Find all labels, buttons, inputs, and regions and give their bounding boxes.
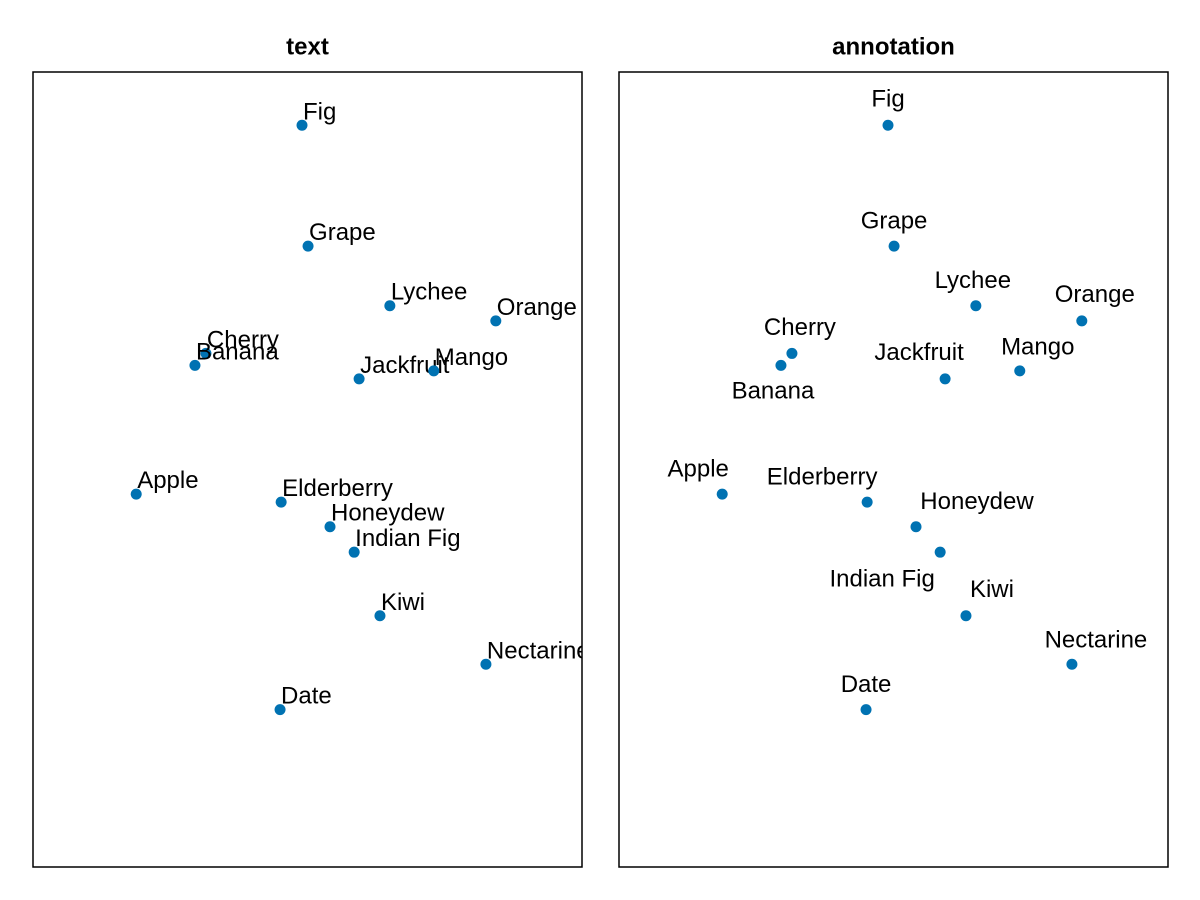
point (200, 347, 212, 359)
point-label: Honeydew (331, 500, 445, 527)
point-label: Grape (309, 219, 376, 246)
point (490, 315, 502, 327)
panel: annotation Fig Grape Lychee Orange Cherry Bana… (618, 33, 1169, 868)
point (302, 240, 314, 252)
plot-area: Fig Grape Lychee Orange Cherry Banana Jackfrui… (668, 86, 1148, 716)
point (189, 359, 201, 371)
point (274, 704, 286, 716)
panel-title: text (286, 33, 329, 60)
point-label: Elderberry (282, 475, 393, 502)
point (882, 119, 894, 131)
point-label: Banana (196, 338, 279, 365)
point (910, 521, 922, 533)
point-label: Banana (732, 378, 815, 405)
point-label: Kiwi (970, 576, 1014, 603)
point (480, 658, 492, 670)
point-label: Apple (668, 455, 729, 482)
point-label: Date (841, 671, 892, 698)
point (348, 546, 360, 558)
point-label: Kiwi (381, 589, 425, 616)
point (324, 521, 336, 533)
point-label: Orange (1055, 281, 1135, 308)
point (861, 496, 873, 508)
plot-area: FigGrapeLycheeOrangeCherryBananaJackfrui… (130, 98, 590, 716)
point-label: Jackfruit (874, 339, 964, 366)
point (934, 546, 946, 558)
point-label: Nectarine (487, 637, 590, 664)
point (353, 373, 365, 385)
point (960, 610, 972, 622)
point (860, 704, 872, 716)
point-label: Lychee (391, 279, 468, 306)
point-label: Apple (137, 467, 198, 494)
panel-frame (32, 71, 583, 868)
point-label: Date (281, 683, 332, 710)
point (939, 373, 951, 385)
point-label: Mango (1001, 333, 1074, 360)
point (888, 240, 900, 252)
point (1014, 365, 1026, 377)
point-label: Fig (303, 98, 336, 125)
point-label: Nectarine (1045, 627, 1148, 654)
panel: textFigGrapeLycheeOrangeCherryBananaJack… (32, 33, 590, 868)
point-label: Elderberry (767, 463, 878, 490)
point (970, 300, 982, 312)
point-label: Honeydew (920, 488, 1034, 515)
point-label: Mango (435, 344, 508, 371)
point-label: Grape (861, 207, 928, 234)
point-label: Cherry (764, 314, 836, 341)
point-label: Lychee (935, 267, 1012, 294)
point (130, 488, 142, 500)
panel-title: annotation (832, 33, 955, 60)
point (296, 119, 308, 131)
point-label: Orange (497, 294, 577, 321)
point (716, 488, 728, 500)
point-label: Cherry (207, 326, 279, 353)
point-label: Fig (871, 86, 904, 113)
point (275, 496, 287, 508)
point (1066, 658, 1078, 670)
point-label: Indian Fig (829, 566, 934, 593)
panel-frame (618, 71, 1169, 868)
point (384, 300, 396, 312)
point (374, 610, 386, 622)
point-label: Indian Fig (355, 525, 460, 552)
point (786, 347, 798, 359)
point (775, 359, 787, 371)
point (1076, 315, 1088, 327)
point (428, 365, 440, 377)
